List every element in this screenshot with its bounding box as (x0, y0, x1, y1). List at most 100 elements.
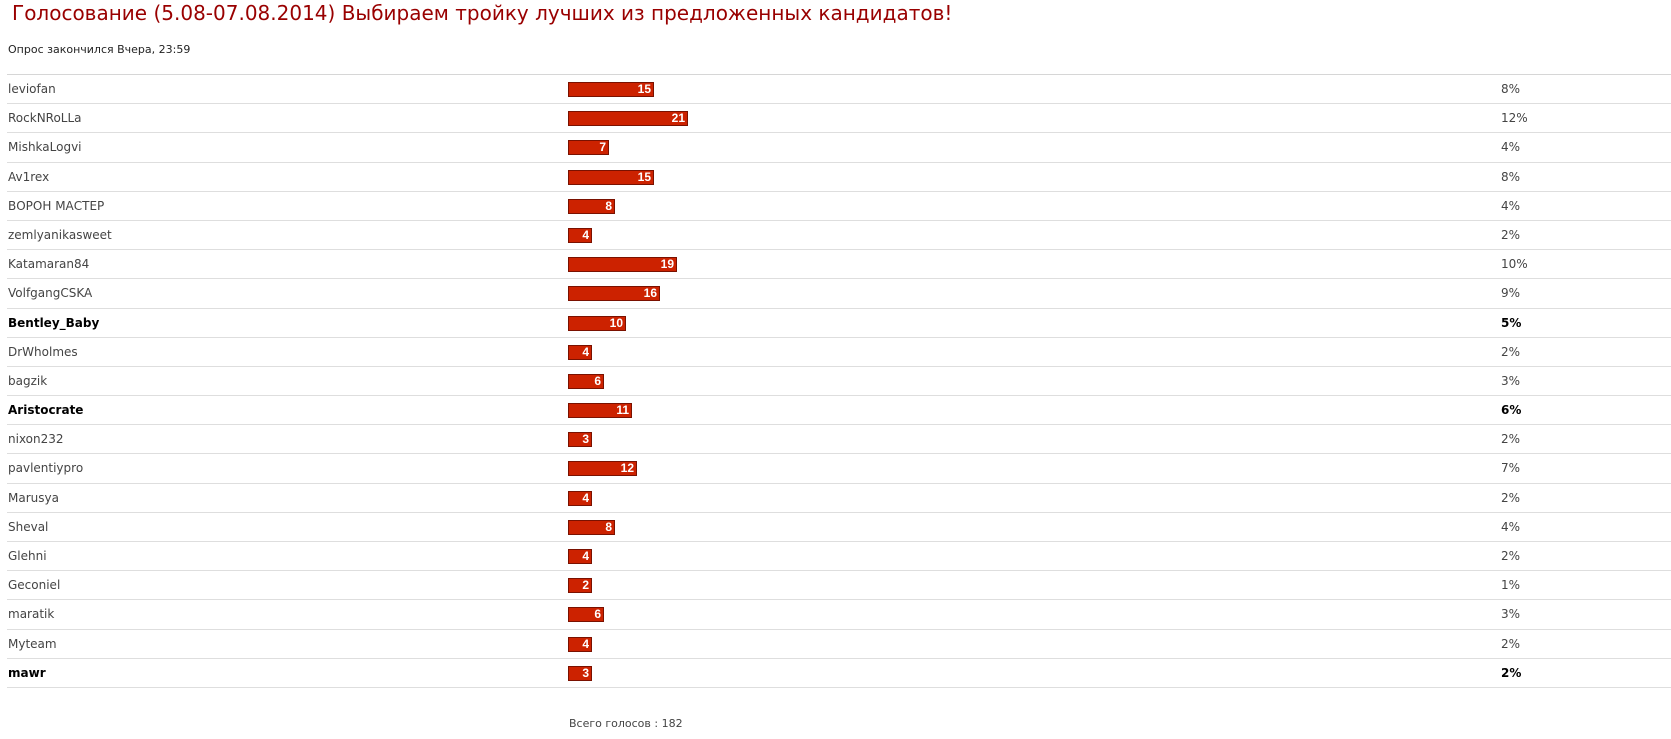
vote-bar: 6 (568, 607, 604, 623)
vote-bar-container: 15 (568, 169, 654, 185)
vote-bar: 16 (568, 286, 660, 302)
poll-option-row: Aristocrate 11 6% (7, 396, 1671, 426)
poll-option-row: maratik 6 3% (7, 600, 1671, 630)
vote-percent: 2% (1501, 549, 1521, 563)
vote-count: 2 (582, 578, 589, 593)
vote-percent: 2% (1501, 636, 1521, 651)
vote-count: 8 (605, 519, 612, 534)
option-name: Sheval (8, 519, 49, 534)
vote-bar: 3 (568, 665, 592, 681)
option-name: VolfgangCSKA (8, 286, 93, 301)
option-name: Marusya (8, 490, 59, 505)
vote-percent: 5% (1501, 315, 1522, 330)
poll-option-row: Sheval 8 4% (7, 513, 1671, 542)
vote-bar: 8 (568, 198, 615, 214)
vote-bar-container: 15 (568, 82, 654, 97)
vote-count: 11 (616, 403, 629, 418)
option-name: Glehni (8, 549, 47, 563)
option-name: Katamaran84 (8, 257, 90, 272)
vote-bar-container: 21 (568, 111, 688, 127)
vote-percent: 2% (1501, 665, 1522, 680)
poll-status: Опрос закончился Вчера, 23:59 (8, 43, 191, 56)
vote-bar-container: 4 (568, 636, 592, 652)
vote-count: 3 (582, 665, 589, 680)
vote-bar-container: 6 (568, 373, 604, 389)
vote-percent: 10% (1501, 257, 1528, 272)
vote-bar: 12 (568, 461, 637, 477)
poll-option-row: Myteam 4 2% (7, 630, 1671, 659)
vote-percent: 4% (1501, 140, 1521, 155)
vote-count: 4 (582, 344, 589, 359)
vote-count: 3 (582, 432, 589, 447)
vote-bar-container: 19 (568, 257, 677, 273)
vote-count: 4 (582, 549, 589, 563)
poll-option-row: Katamaran84 19 10% (7, 250, 1671, 280)
option-name: leviofan (8, 82, 56, 96)
option-name: Geconiel (8, 578, 61, 593)
vote-bar: 4 (568, 344, 592, 360)
vote-bar-container: 6 (568, 607, 604, 623)
vote-bar-container: 2 (568, 578, 592, 594)
vote-bar-container: 8 (568, 198, 615, 214)
vote-bar-container: 8 (568, 519, 615, 535)
poll-option-row: Av1rex 15 8% (7, 163, 1671, 192)
vote-bar: 8 (568, 519, 615, 535)
vote-bar-container: 12 (568, 461, 637, 477)
vote-bar: 6 (568, 373, 604, 389)
poll-option-row: DrWholmes 4 2% (7, 338, 1671, 367)
option-name: Av1rex (8, 169, 50, 184)
vote-bar-container: 4 (568, 344, 592, 360)
vote-percent: 2% (1501, 344, 1521, 359)
vote-bar: 4 (568, 490, 592, 506)
poll-option-row: bagzik 6 3% (7, 367, 1671, 397)
vote-bar: 10 (568, 315, 626, 331)
vote-bar-container: 11 (568, 403, 632, 419)
vote-percent: 7% (1501, 461, 1521, 476)
option-name: zemlyanikasweet (8, 227, 112, 242)
poll-option-row: RockNRoLLa 21 12% (7, 104, 1671, 134)
poll-option-row: Bentley_Baby 10 5% (7, 309, 1671, 338)
vote-count: 8 (605, 198, 612, 213)
option-name: ВОРОН МАСТЕР (8, 198, 105, 213)
option-name: DrWholmes (8, 344, 78, 359)
vote-count: 4 (582, 490, 589, 505)
vote-percent: 2% (1501, 432, 1521, 447)
vote-bar-container: 4 (568, 227, 592, 243)
poll-option-row: VolfgangCSKA 16 9% (7, 279, 1671, 309)
poll-option-row: pavlentiypro 12 7% (7, 454, 1671, 484)
poll-option-row: MishkaLogvi 7 4% (7, 133, 1671, 163)
option-name: nixon232 (8, 432, 64, 447)
vote-bar: 21 (568, 111, 688, 127)
vote-percent: 9% (1501, 286, 1521, 301)
vote-count: 10 (609, 315, 623, 330)
option-name: maratik (8, 607, 55, 622)
vote-bar: 4 (568, 549, 592, 564)
option-name: bagzik (8, 373, 48, 388)
vote-count: 4 (582, 227, 589, 242)
vote-bar: 3 (568, 432, 592, 448)
option-name: RockNRoLLa (8, 111, 82, 126)
vote-percent: 12% (1501, 111, 1528, 126)
vote-count: 15 (637, 169, 651, 184)
vote-bar-container: 3 (568, 432, 592, 448)
option-name: pavlentiypro (8, 461, 84, 476)
poll-option-row: zemlyanikasweet 4 2% (7, 221, 1671, 251)
vote-percent: 1% (1501, 578, 1521, 593)
vote-count: 4 (582, 636, 589, 651)
poll-options-list: leviofan 15 8% RockNRoLLa 21 12% MishkaLogvi 7 4… (7, 74, 1671, 688)
vote-bar: 2 (568, 578, 592, 594)
vote-bar-container: 10 (568, 315, 626, 331)
vote-bar: 4 (568, 227, 592, 243)
vote-count: 6 (594, 607, 601, 622)
vote-count: 7 (599, 140, 606, 155)
vote-count: 15 (637, 82, 651, 96)
vote-bar-container: 16 (568, 286, 660, 302)
poll-option-row: mawr 3 2% (7, 659, 1671, 688)
poll-title: Голосование (5.08-07.08.2014) Выбираем т… (12, 1, 953, 25)
vote-bar-container: 7 (568, 140, 609, 156)
vote-count: 16 (643, 286, 657, 301)
vote-count: 6 (594, 373, 601, 388)
vote-count: 19 (660, 257, 674, 272)
vote-bar: 15 (568, 169, 654, 185)
